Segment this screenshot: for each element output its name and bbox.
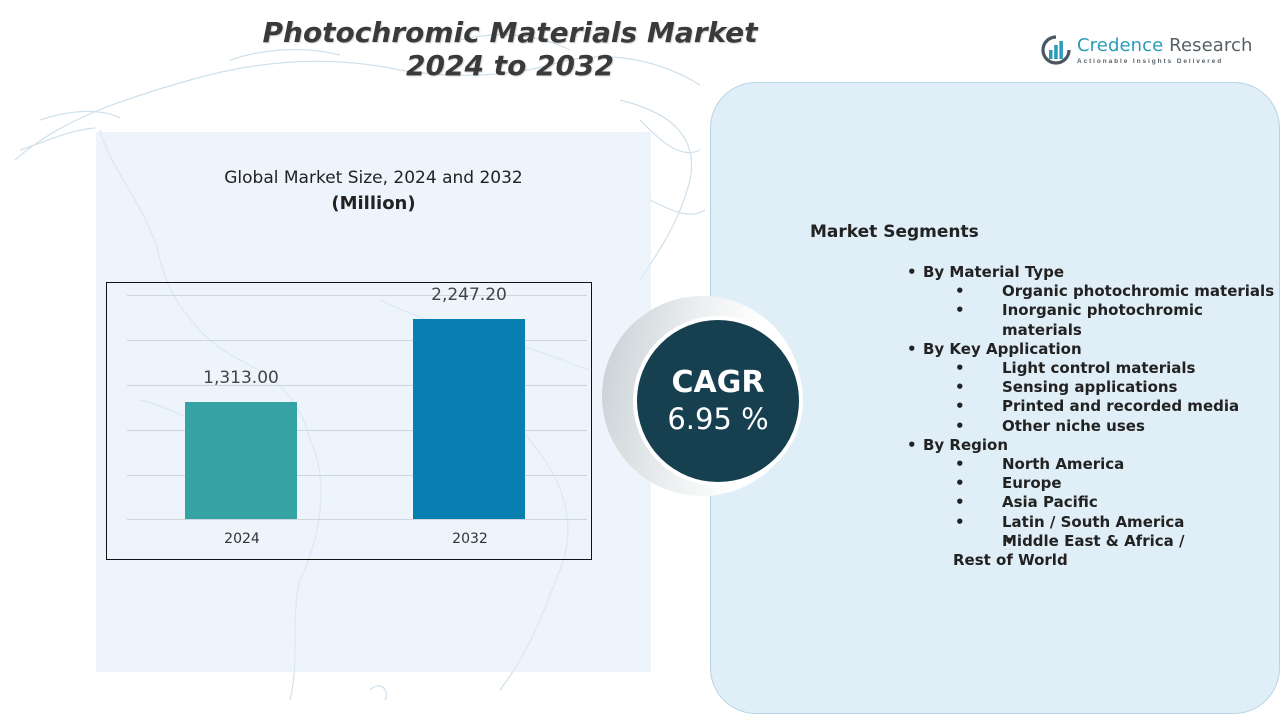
cagr-badge: CAGR 6.95 % bbox=[633, 316, 803, 486]
x-axis-label-2032: 2032 bbox=[452, 531, 488, 547]
cagr-value: 6.95 % bbox=[667, 402, 769, 436]
x-axis-label-2024: 2024 bbox=[224, 531, 260, 547]
segment-item: Light control materials bbox=[905, 359, 1280, 378]
bar-value-label-2032: 2,247.20 bbox=[431, 285, 507, 305]
credence-research-logo: Credence Research Actionable Insights De… bbox=[1040, 30, 1270, 70]
segment-item: Middle East & Africa / Rest of World bbox=[953, 532, 1223, 570]
logo-tagline: Actionable Insights Delivered bbox=[1077, 57, 1224, 65]
segment-item: Printed and recorded media bbox=[905, 397, 1280, 416]
segment-group-region: By Region bbox=[905, 436, 1280, 455]
title-line-2: 2024 to 2032 bbox=[406, 49, 614, 82]
chart-title: Global Market Size, 2024 and 2032 bbox=[224, 168, 523, 188]
gridline bbox=[127, 340, 587, 341]
bar-2024[interactable] bbox=[185, 402, 297, 519]
logo-name-part1: Credence bbox=[1077, 34, 1164, 56]
bar-value-label-2024: 1,313.00 bbox=[203, 368, 279, 388]
segment-groups: By Material Type Organic photochromic ma… bbox=[905, 263, 1280, 570]
title-line-1: Photochromic Materials Market bbox=[262, 16, 758, 49]
segments-title: Market Segments bbox=[810, 222, 979, 242]
segment-item: Sensing applications bbox=[905, 378, 1280, 397]
segment-item: Inorganic photochromic materials bbox=[905, 301, 1280, 339]
segment-item: Other niche uses bbox=[905, 417, 1280, 436]
bar-chart-circle-icon bbox=[1041, 35, 1071, 65]
segment-group-material-type: By Material Type bbox=[905, 263, 1280, 282]
segment-item: North America bbox=[905, 455, 1280, 474]
segment-item: Organic photochromic materials bbox=[905, 282, 1280, 301]
gridline bbox=[127, 385, 587, 386]
baseline bbox=[127, 519, 587, 520]
chart-heading: Global Market Size, 2024 and 2032 (Milli… bbox=[96, 166, 651, 216]
gridline bbox=[127, 430, 587, 431]
market-segments: Market Segments By Material Type Organic… bbox=[810, 222, 1280, 570]
page-title: Photochromic Materials Market 2024 to 20… bbox=[230, 16, 790, 82]
segment-item: Europe bbox=[905, 474, 1280, 493]
bar-chart: 1,313.00 2,247.20 2024 2032 bbox=[106, 282, 592, 560]
cagr-label: CAGR bbox=[671, 365, 765, 400]
logo-name: Credence Research bbox=[1077, 34, 1253, 56]
chart-unit: (Million) bbox=[331, 193, 416, 214]
bar-2032[interactable] bbox=[413, 319, 525, 519]
segment-item: Asia Pacific bbox=[905, 493, 1280, 512]
segment-group-key-application: By Key Application bbox=[905, 340, 1280, 359]
gridline bbox=[127, 475, 587, 476]
segment-item: Latin / South America bbox=[905, 513, 1280, 532]
gridline bbox=[127, 295, 587, 296]
logo-name-part2: Research bbox=[1163, 34, 1253, 56]
